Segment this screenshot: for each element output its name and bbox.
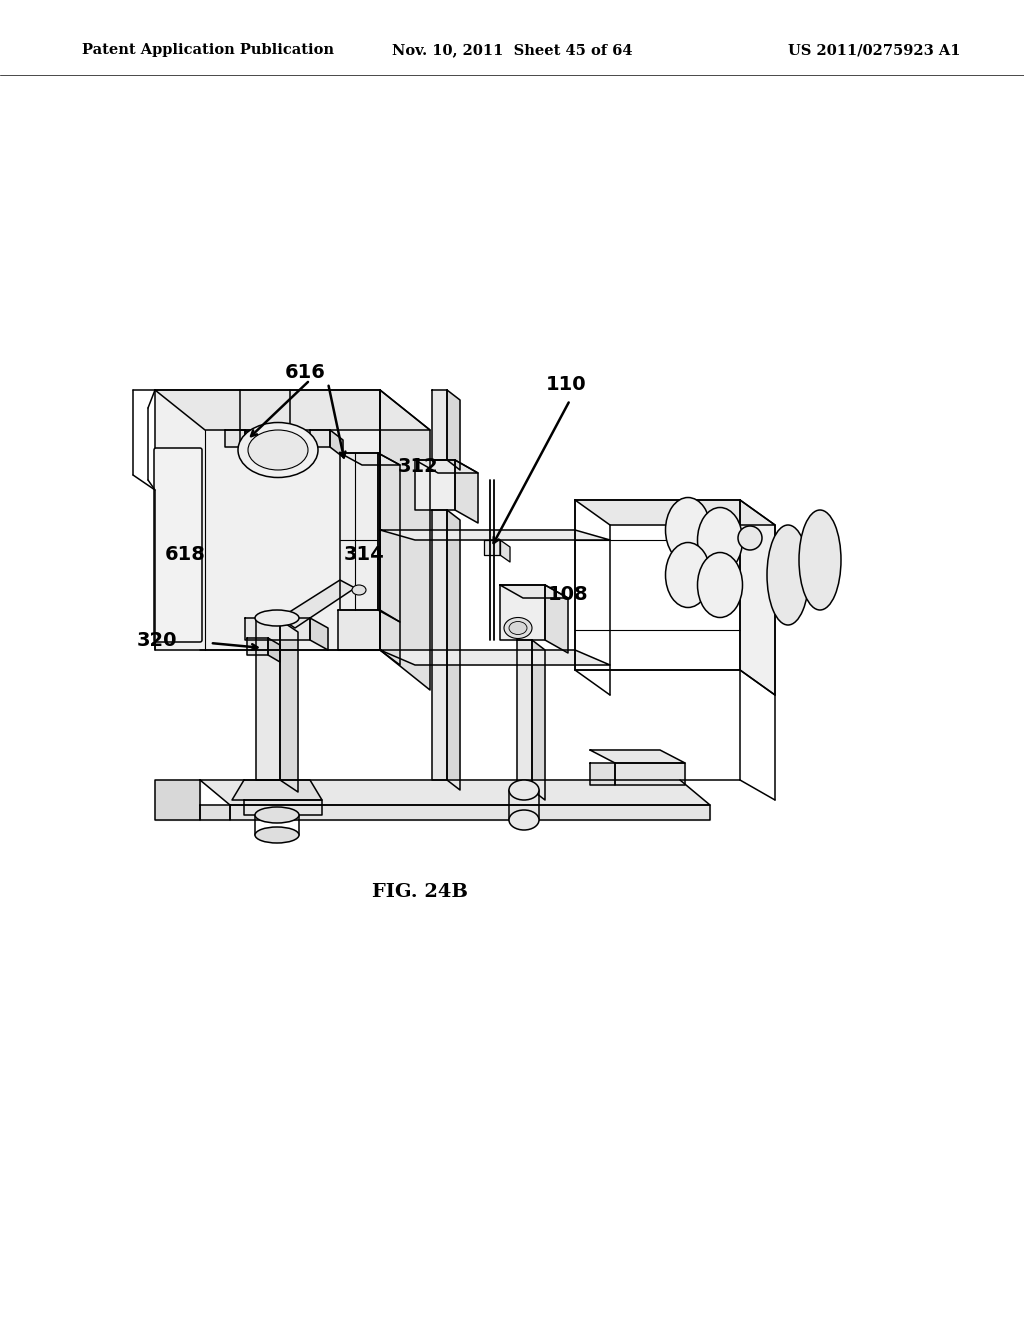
Polygon shape bbox=[415, 459, 478, 473]
Ellipse shape bbox=[697, 553, 742, 618]
Circle shape bbox=[738, 525, 762, 550]
Polygon shape bbox=[340, 453, 400, 465]
Ellipse shape bbox=[509, 810, 539, 830]
Polygon shape bbox=[380, 389, 430, 690]
Polygon shape bbox=[500, 540, 510, 562]
Polygon shape bbox=[225, 430, 245, 447]
Ellipse shape bbox=[248, 430, 308, 470]
Polygon shape bbox=[280, 620, 298, 792]
Polygon shape bbox=[232, 780, 322, 800]
Polygon shape bbox=[380, 610, 400, 665]
Polygon shape bbox=[740, 500, 775, 696]
Ellipse shape bbox=[666, 543, 711, 607]
Polygon shape bbox=[415, 459, 455, 510]
Text: 314: 314 bbox=[344, 545, 385, 565]
Polygon shape bbox=[432, 510, 447, 780]
Polygon shape bbox=[310, 618, 328, 649]
Polygon shape bbox=[310, 430, 330, 447]
Ellipse shape bbox=[255, 828, 299, 843]
Polygon shape bbox=[155, 389, 380, 649]
Text: 108: 108 bbox=[548, 586, 589, 605]
Polygon shape bbox=[280, 579, 355, 628]
Text: 110: 110 bbox=[546, 375, 587, 395]
Polygon shape bbox=[432, 389, 447, 459]
Polygon shape bbox=[244, 800, 322, 814]
Ellipse shape bbox=[666, 498, 711, 562]
Ellipse shape bbox=[509, 780, 539, 800]
Polygon shape bbox=[245, 430, 258, 457]
Ellipse shape bbox=[255, 807, 299, 822]
Polygon shape bbox=[155, 389, 430, 430]
Ellipse shape bbox=[767, 525, 809, 624]
Polygon shape bbox=[590, 763, 615, 785]
Polygon shape bbox=[500, 585, 568, 598]
Polygon shape bbox=[340, 453, 378, 610]
Polygon shape bbox=[200, 805, 230, 820]
Ellipse shape bbox=[238, 422, 318, 478]
Polygon shape bbox=[245, 618, 310, 640]
Polygon shape bbox=[517, 640, 532, 789]
Polygon shape bbox=[590, 750, 685, 763]
Text: Nov. 10, 2011  Sheet 45 of 64: Nov. 10, 2011 Sheet 45 of 64 bbox=[392, 44, 632, 57]
Polygon shape bbox=[330, 430, 343, 457]
Text: 312: 312 bbox=[397, 457, 438, 475]
Polygon shape bbox=[378, 453, 400, 622]
Polygon shape bbox=[575, 500, 775, 525]
Ellipse shape bbox=[799, 510, 841, 610]
Polygon shape bbox=[484, 540, 500, 554]
Ellipse shape bbox=[255, 610, 299, 626]
Ellipse shape bbox=[504, 618, 532, 639]
Polygon shape bbox=[545, 585, 568, 653]
Polygon shape bbox=[447, 389, 460, 470]
Polygon shape bbox=[230, 805, 710, 820]
Ellipse shape bbox=[509, 622, 527, 635]
Polygon shape bbox=[380, 649, 610, 665]
Polygon shape bbox=[532, 640, 545, 800]
Polygon shape bbox=[500, 585, 545, 640]
Polygon shape bbox=[380, 531, 610, 540]
Polygon shape bbox=[455, 459, 478, 523]
Text: 616: 616 bbox=[285, 363, 326, 381]
Text: 618: 618 bbox=[165, 545, 206, 565]
Text: FIG. 24B: FIG. 24B bbox=[372, 883, 468, 902]
Polygon shape bbox=[447, 510, 460, 789]
Polygon shape bbox=[155, 450, 200, 640]
Polygon shape bbox=[615, 763, 685, 785]
Text: 320: 320 bbox=[137, 631, 177, 649]
Polygon shape bbox=[338, 610, 380, 649]
Ellipse shape bbox=[697, 507, 742, 573]
Polygon shape bbox=[247, 638, 268, 655]
Polygon shape bbox=[200, 780, 710, 805]
Ellipse shape bbox=[352, 585, 366, 595]
Polygon shape bbox=[155, 780, 200, 820]
Polygon shape bbox=[268, 638, 280, 663]
FancyBboxPatch shape bbox=[154, 447, 202, 642]
Text: US 2011/0275923 A1: US 2011/0275923 A1 bbox=[787, 44, 961, 57]
Text: Patent Application Publication: Patent Application Publication bbox=[82, 44, 334, 57]
Polygon shape bbox=[256, 620, 280, 780]
